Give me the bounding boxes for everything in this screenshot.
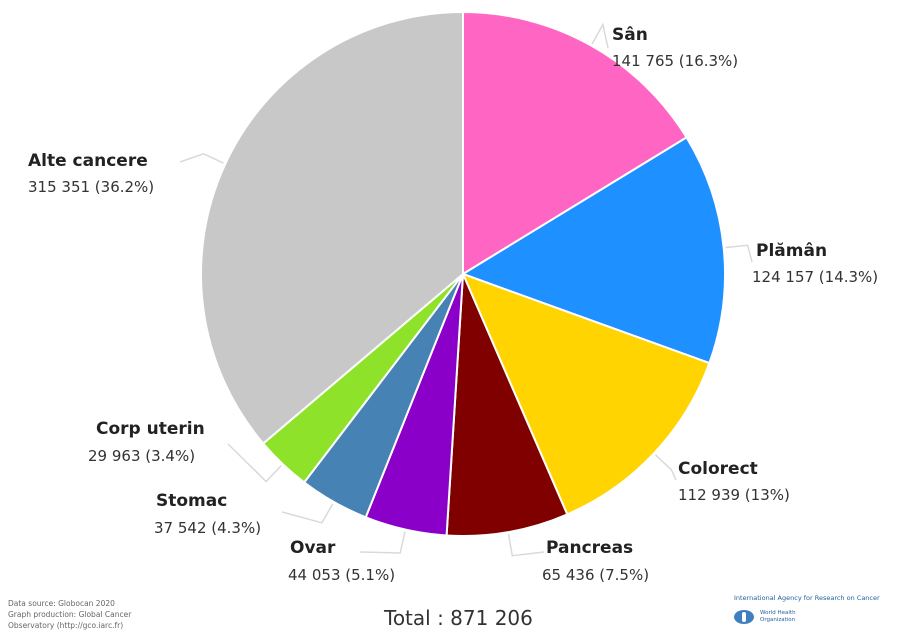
leader-lines bbox=[179, 22, 753, 557]
label-alte-cancere-name: Alte cancere bbox=[28, 151, 148, 171]
label-pancreas: Pancreas 65 436 (7.5%) bbox=[542, 538, 649, 584]
pie-slice-alte-cancere bbox=[200, 10, 464, 445]
leader-line bbox=[179, 152, 224, 164]
label-colorect-name: Colorect bbox=[678, 459, 758, 479]
leader-line bbox=[227, 443, 282, 483]
who-logo: World Health Organization bbox=[734, 610, 902, 624]
label-stomac-value: 37 542 (4.3%) bbox=[154, 519, 261, 537]
iarc-title: International Agency for Research on Can… bbox=[734, 594, 880, 602]
source-line: Graph production: Global Cancer bbox=[8, 610, 132, 619]
label-san-value: 141 765 (16.3%) bbox=[612, 52, 738, 70]
label-colorect-value: 112 939 (13%) bbox=[678, 486, 790, 504]
leader-line bbox=[281, 503, 334, 524]
label-ovar-value: 44 053 (5.1%) bbox=[288, 566, 395, 584]
total-label: Total : 871 206 bbox=[384, 606, 533, 630]
label-alte-cancere-value: 315 351 (36.2%) bbox=[28, 178, 154, 196]
data-source-note: Data source: Globocan 2020 Graph product… bbox=[8, 598, 208, 631]
label-plaman: Plămân 124 157 (14.3%) bbox=[752, 241, 878, 286]
label-ovar-name: Ovar bbox=[290, 538, 336, 558]
who-line: World Health bbox=[760, 610, 796, 616]
label-plaman-value: 124 157 (14.3%) bbox=[752, 268, 878, 286]
label-colorect: Colorect 112 939 (13%) bbox=[678, 459, 790, 504]
leader-line bbox=[725, 244, 753, 263]
label-pancreas-name: Pancreas bbox=[546, 538, 633, 558]
label-san: Sân 141 765 (16.3%) bbox=[612, 25, 738, 70]
leader-line bbox=[507, 533, 545, 557]
who-text: World Health Organization bbox=[760, 610, 796, 624]
pie-slice-san bbox=[462, 10, 688, 276]
label-corp-uterin-value: 29 963 (3.4%) bbox=[88, 447, 195, 465]
label-corp-uterin: Corp uterin 29 963 (3.4%) bbox=[88, 419, 205, 465]
leader-line bbox=[359, 531, 406, 554]
label-pancreas-value: 65 436 (7.5%) bbox=[542, 566, 649, 584]
label-stomac-name: Stomac bbox=[156, 491, 227, 511]
leader-line bbox=[654, 454, 677, 481]
label-ovar: Ovar 44 053 (5.1%) bbox=[288, 538, 395, 584]
label-alte-cancere: Alte cancere 315 351 (36.2%) bbox=[28, 151, 154, 196]
label-stomac: Stomac 37 542 (4.3%) bbox=[154, 491, 261, 537]
label-plaman-name: Plămân bbox=[756, 241, 827, 261]
pie-slice-colorect bbox=[461, 272, 711, 516]
pie-chart: Sân 141 765 (16.3%) Plămân 124 157 (14.3… bbox=[28, 10, 878, 584]
iarc-who-logo: International Agency for Research on Can… bbox=[734, 594, 902, 624]
who-emblem-icon bbox=[734, 610, 754, 624]
label-corp-uterin-name: Corp uterin bbox=[96, 419, 205, 439]
who-line: Organization bbox=[760, 617, 796, 623]
leader-line bbox=[591, 22, 609, 49]
pie-slice-plaman bbox=[460, 136, 726, 365]
pie-slices bbox=[200, 10, 726, 537]
source-line: Observatory (http://gco.iarc.fr) bbox=[8, 621, 124, 630]
label-san-name: Sân bbox=[612, 25, 648, 45]
source-line: Data source: Globocan 2020 bbox=[8, 599, 115, 608]
pie-slice-pancreas bbox=[445, 273, 569, 537]
